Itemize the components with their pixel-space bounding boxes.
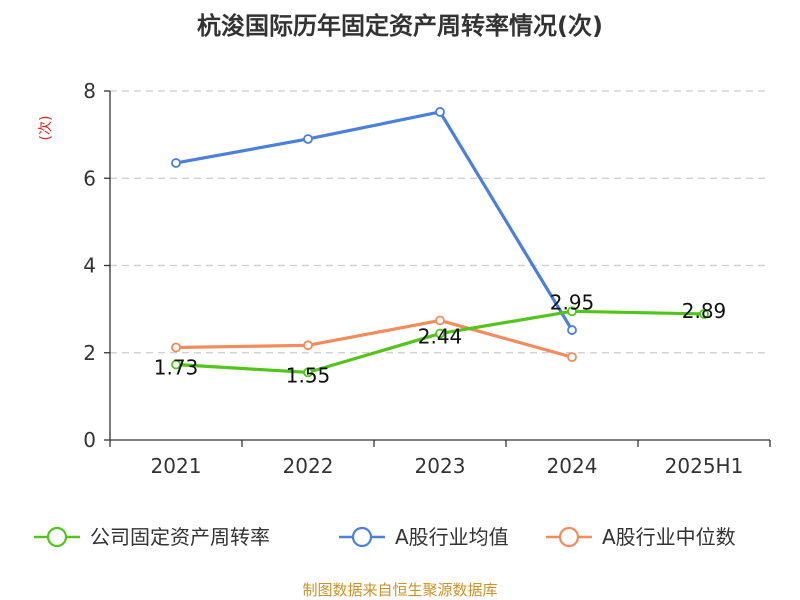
legend-swatch-marker — [558, 526, 580, 548]
series-line — [175, 110, 574, 331]
y-tick-label: 2 — [83, 341, 96, 365]
data-point — [435, 328, 445, 339]
legend-label: A股行业均值 — [395, 525, 509, 549]
gridlines — [110, 90, 770, 354]
x-tick-label: 2025H1 — [665, 454, 744, 478]
data-label: 2.44 — [418, 325, 463, 349]
data-point — [303, 134, 313, 144]
x-tick-label: 2023 — [415, 454, 466, 478]
data-point — [171, 158, 181, 168]
data-point — [171, 342, 181, 353]
axes: 0 2 4 6 8 2021 2022 2023 2024 2025H1 — [83, 79, 771, 478]
legend-label: A股行业中位数 — [602, 525, 736, 549]
data-point — [171, 359, 181, 370]
data-labels: 1.73 1.55 2.44 2.95 2.89 — [154, 290, 727, 387]
series-1 — [171, 107, 577, 335]
legend-item-0[interactable]: 公司固定资产周转率 — [34, 525, 270, 549]
series-lines — [171, 107, 709, 378]
data-point — [435, 315, 445, 326]
source-note: 制图数据来自恒生聚源数据库 — [302, 581, 497, 599]
series-line — [175, 318, 573, 359]
y-axis-label: (次) — [38, 116, 54, 141]
legend-swatch-marker — [351, 526, 373, 548]
data-label: 1.55 — [286, 363, 331, 387]
legend: 公司固定资产周转率 A股行业均值 A股行业中位数 — [34, 525, 736, 549]
y-tick-label: 0 — [83, 428, 96, 452]
x-tick-label: 2024 — [547, 454, 598, 478]
data-point — [303, 340, 313, 351]
data-point — [435, 107, 445, 117]
y-tick-label: 8 — [83, 79, 96, 103]
x-tick-label: 2021 — [151, 454, 202, 478]
data-point — [567, 325, 577, 335]
series-2 — [171, 315, 577, 363]
legend-label: 公司固定资产周转率 — [90, 525, 270, 549]
data-point — [699, 309, 709, 319]
data-label: 2.95 — [550, 290, 595, 314]
legend-item-1[interactable]: A股行业均值 — [339, 525, 509, 549]
legend-item-2[interactable]: A股行业中位数 — [546, 525, 736, 549]
y-tick-label: 6 — [83, 166, 96, 190]
legend-swatch-marker — [46, 526, 68, 548]
data-point — [567, 352, 577, 363]
data-label: 1.73 — [154, 356, 199, 380]
y-tick-label: 4 — [83, 254, 96, 278]
data-point — [303, 367, 313, 378]
data-point — [567, 306, 577, 317]
x-tick-label: 2022 — [283, 454, 334, 478]
data-label: 2.89 — [682, 299, 727, 323]
series-0 — [171, 306, 709, 378]
chart-title: 杭浚国际历年固定资产周转率情况(次) — [197, 12, 603, 40]
